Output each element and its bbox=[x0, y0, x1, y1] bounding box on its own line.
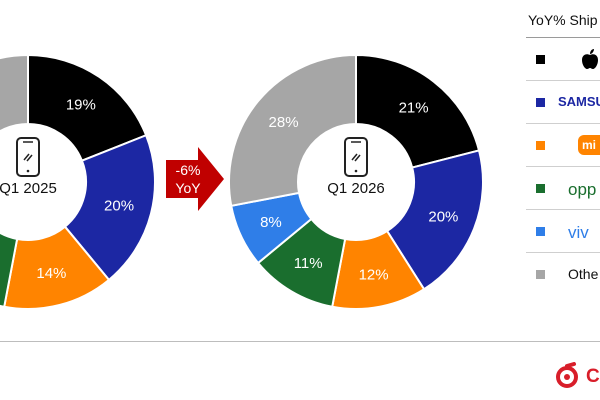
legend-divider bbox=[526, 37, 600, 38]
slice-label-samsung: 20% bbox=[104, 197, 134, 214]
legend-row-divider bbox=[526, 209, 600, 210]
xiaomi-logo-icon: mi bbox=[578, 135, 600, 155]
legend-row: opp bbox=[522, 167, 600, 210]
slice-label-others: 28% bbox=[269, 114, 299, 131]
legend-brand-label: opp bbox=[568, 179, 597, 199]
yoy-arrow-value: -6% bbox=[176, 162, 201, 178]
slice-others bbox=[228, 53, 357, 207]
footer-brand-text: C bbox=[586, 366, 600, 387]
legend-row-divider bbox=[526, 252, 600, 253]
legend-row: Othe bbox=[522, 253, 600, 296]
slice-label-vivo: 8% bbox=[260, 214, 282, 231]
legend-row-divider bbox=[526, 166, 600, 167]
legend-brand-label: viv bbox=[568, 222, 589, 242]
smartphone-icon bbox=[16, 137, 40, 177]
legend-brand-label: SAMSUNG bbox=[558, 93, 600, 109]
legend-title: YoY% Ship bbox=[528, 12, 598, 28]
legend-row bbox=[522, 38, 600, 81]
legend-row: SAMSUNG bbox=[522, 81, 600, 124]
footer-divider bbox=[0, 341, 600, 342]
donut-center-label: Q1 2025 bbox=[0, 180, 57, 197]
slice-label-samsung: 20% bbox=[428, 209, 458, 226]
legend-swatch bbox=[536, 227, 545, 236]
apple-logo-icon bbox=[582, 49, 598, 69]
yoy-arrow-shape bbox=[166, 147, 224, 211]
legend-swatch bbox=[536, 141, 545, 150]
legend-swatch bbox=[536, 184, 545, 193]
slice-samsung bbox=[385, 149, 484, 291]
slice-label-xiaomi: 12% bbox=[359, 266, 389, 283]
legend-swatch bbox=[536, 270, 545, 279]
yoy-arrow-label: YoY bbox=[175, 180, 201, 196]
slice-samsung bbox=[63, 133, 156, 282]
slice-label-apple: 21% bbox=[399, 100, 429, 117]
donut-hole bbox=[0, 126, 84, 238]
slice-oppo bbox=[0, 231, 19, 308]
slice-apple bbox=[27, 53, 148, 162]
donut-hole bbox=[300, 126, 412, 238]
donut-chart-q1-2026: 21% 20% 12% 11% 8% 28% Q1 2026 bbox=[228, 53, 484, 310]
legend: YoY% Ship SAMSUNG mi opp viv Othe bbox=[522, 0, 600, 340]
legend-row: mi bbox=[522, 124, 600, 167]
donut-center-label: Q1 2026 bbox=[327, 180, 385, 197]
yoy-arrow: -6% YoY bbox=[166, 147, 224, 211]
smartphone-icon bbox=[344, 137, 368, 177]
legend-row-divider bbox=[526, 80, 600, 81]
slice-others bbox=[0, 53, 29, 133]
legend-swatch bbox=[536, 55, 545, 64]
legend-row-divider bbox=[526, 123, 600, 124]
slice-apple bbox=[355, 53, 481, 169]
slice-label-xiaomi: 14% bbox=[36, 265, 66, 282]
slice-label-apple: 19% bbox=[66, 96, 96, 113]
donut-chart-q1-2025: 19% 20% 14% Q1 2025 bbox=[0, 53, 156, 310]
legend-brand-label: Othe bbox=[568, 265, 599, 282]
slice-label-oppo: 11% bbox=[294, 255, 323, 272]
legend-row: viv bbox=[522, 210, 600, 253]
counterpoint-logo-icon bbox=[556, 362, 578, 388]
legend-swatch bbox=[536, 98, 545, 107]
